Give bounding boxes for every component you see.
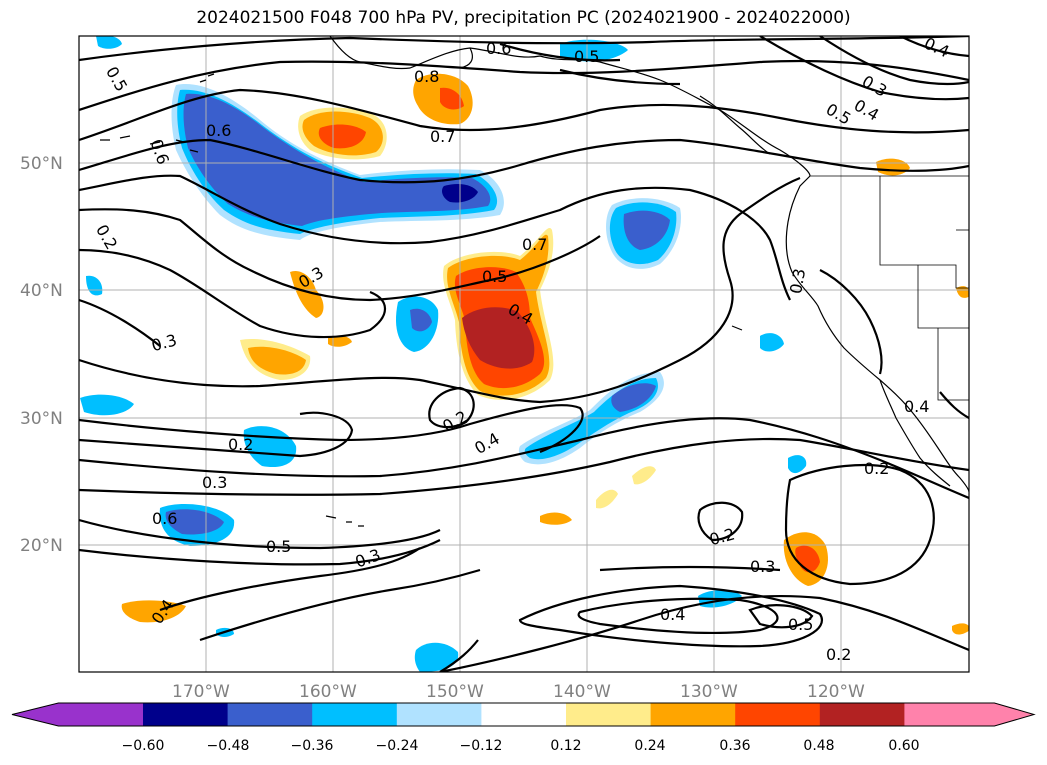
colorbar-segment [735,703,821,726]
contour-label: 0.6 [206,121,231,140]
precipitation-shading [80,36,969,672]
colorbar-segment [650,703,736,726]
colorbar-segment [396,703,482,726]
lat-label-40n: 40°N [20,281,63,301]
colorbar-outline [11,702,1036,727]
contour-label: 0.5 [482,267,507,286]
map-title: 2024021500 F048 700 hPa PV, precipitatio… [196,8,851,28]
contour-label: 0.4 [851,95,883,124]
colorbar-segment [819,703,905,726]
pv-contours [79,36,969,672]
contour-label: 0.5 [266,537,291,556]
contour-label: 0.6 [486,39,511,58]
contour-label: 0.4 [471,429,503,458]
contour-label: 0.3 [353,545,383,572]
lat-label-50n: 50°N [20,154,63,174]
colorbar-segment [312,703,398,726]
contour-label: 0.2 [228,435,253,454]
contour-label: 0.3 [202,473,227,492]
contour-label: 0.5 [788,615,813,634]
colorbar-tick-label: 0.60 [888,738,919,754]
colorbar-tick-label: −0.36 [291,738,334,754]
colorbar-tick-label: −0.12 [460,738,503,754]
contour-label: 0.6 [146,137,173,167]
colorbar-tick-label: 0.12 [550,738,581,754]
contour-label: 0.2 [92,221,121,253]
colorbar-tick-label: 0.36 [719,738,750,754]
colorbar-segment [481,703,567,726]
contour-label: 0.3 [149,330,179,355]
contour-label: 0.3 [786,267,809,295]
lon-label-140w: 140°W [553,682,611,702]
contour-label: 0.3 [750,557,775,576]
contour-label: 0.2 [707,524,737,549]
contour-label: 0.5 [102,63,131,95]
colorbar-segment [566,703,652,726]
lon-label-160w: 160°W [299,682,357,702]
colorbar-tick-labels: −0.60 −0.48 −0.36 −0.24 −0.12 0.12 0.24 … [122,738,920,754]
lon-label-130w: 130°W [680,682,738,702]
colorbar-segment [227,703,313,726]
lat-label-30n: 30°N [20,409,63,429]
coastlines [100,36,969,527]
colorbar-tick-label: −0.60 [122,738,165,754]
lon-label-170w: 170°W [172,682,230,702]
colorbar-segment [143,703,229,726]
colorbar-extend-high [904,703,1034,726]
colorbar-tick-label: −0.24 [376,738,419,754]
lon-label-150w: 150°W [426,682,484,702]
contour-label: 0.4 [660,605,685,624]
contour-label: 0.8 [414,67,439,86]
colorbar-tick-label: 0.48 [803,738,834,754]
lat-label-20n: 20°N [20,536,63,556]
longitude-labels: 170°W 160°W 150°W 140°W 130°W 120°W [172,682,865,702]
contour-label: 0.5 [574,47,599,66]
contour-label: 0.7 [430,127,455,146]
contour-label: 0.6 [152,509,177,528]
colorbar [11,702,1036,727]
contour-label: 0.2 [826,645,851,664]
contour-label: 0.2 [864,459,889,478]
lon-label-120w: 120°W [807,682,865,702]
contour-label: 0.4 [904,397,929,416]
map-frame [78,35,970,673]
colorbar-tick-label: 0.24 [634,738,665,754]
latitude-labels: 50°N 40°N 30°N 20°N [20,154,63,556]
contour-label: 0.5 [823,99,855,128]
colorbar-extend-low [12,703,143,726]
colorbar-tick-label: −0.48 [207,738,250,754]
contour-label: 0.7 [522,235,547,254]
